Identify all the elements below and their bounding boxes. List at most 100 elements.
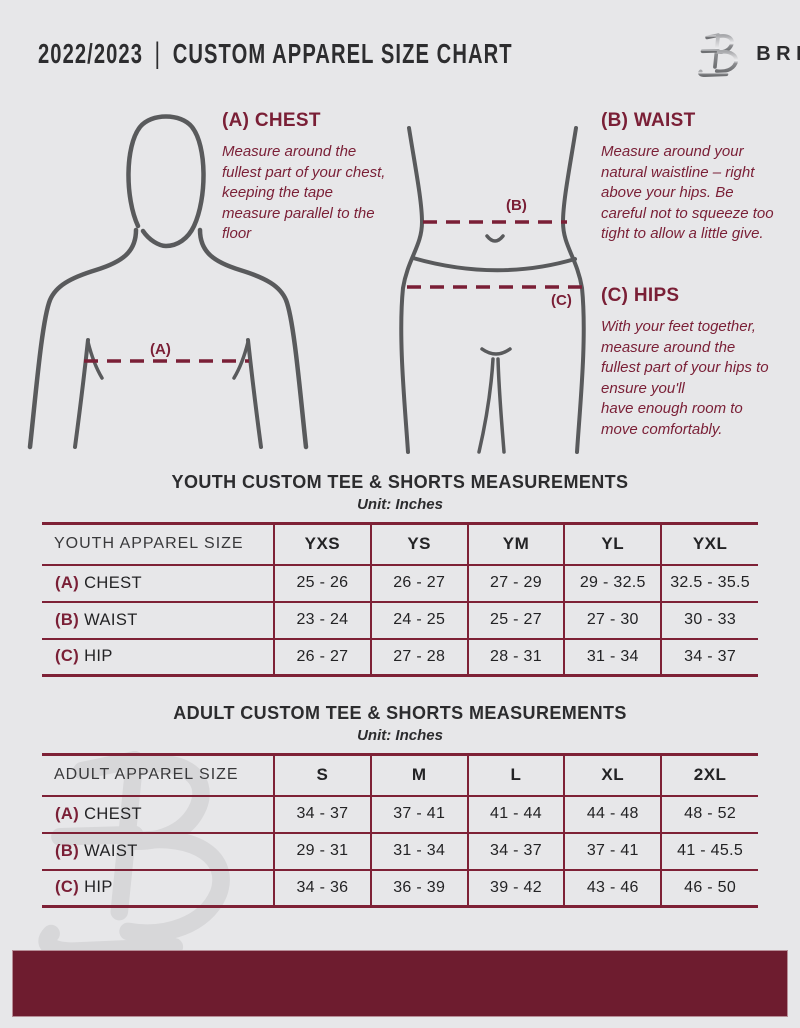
- figure-right-inner-arm: [246, 338, 263, 449]
- cell-value: 28 - 31: [466, 638, 565, 676]
- row-prefix: (A): [55, 573, 80, 592]
- cell-value: 43 - 46: [563, 869, 662, 907]
- figure-head: [126, 114, 206, 249]
- chest-instructions: (A) CHEST Measure around the fullest par…: [222, 110, 390, 245]
- row-name: CHEST: [84, 804, 143, 823]
- youth-measurements-section: YOUTH CUSTOM TEE & SHORTS MEASUREMENTS U…: [0, 472, 800, 677]
- row-name: HIP: [84, 878, 113, 897]
- cell-value: 37 - 41: [369, 795, 468, 833]
- row-prefix: (A): [55, 804, 80, 823]
- waist-instructions: (B) WAIST Measure around your natural wa…: [601, 110, 777, 245]
- adult-header-row: ADULT APPAREL SIZE S M L XL 2XL: [42, 754, 758, 796]
- row-label: (C) HIP: [42, 639, 274, 676]
- title-text: CUSTOM APPAREL SIZE CHART: [172, 38, 513, 69]
- table-row-waist: (B) WAIST 23 - 24 24 - 25 25 - 27 27 - 30…: [42, 601, 758, 639]
- column-header-apparel-size: ADULT APPAREL SIZE: [54, 766, 239, 784]
- row-label: (A) CHEST: [42, 796, 274, 833]
- youth-size-table: YOUTH APPAREL SIZE YXS YS YM YL YXL (A) C…: [42, 522, 758, 677]
- cell-value: 36 - 39: [369, 869, 468, 907]
- figure-left-side: [399, 126, 425, 454]
- table-row-chest: (A) CHEST 34 - 37 37 - 41 41 - 44 44 - 48…: [42, 795, 758, 833]
- cell-value: 29 - 31: [273, 832, 371, 870]
- column-header-size: S: [273, 754, 371, 796]
- column-header-size: 2XL: [660, 754, 758, 796]
- figure-right-side: [560, 126, 586, 454]
- cell-value: 26 - 27: [273, 638, 371, 676]
- watermark-lower-bowl: [119, 830, 230, 942]
- waist-instructions-body: Measure around your natural waistline – …: [601, 143, 774, 242]
- cell-value: 48 - 52: [660, 795, 758, 833]
- youth-section-title: YOUTH CUSTOM TEE & SHORTS MEASUREMENTS: [171, 472, 629, 492]
- cell-value: 41 - 44: [466, 795, 565, 833]
- cell-value: 37 - 41: [563, 832, 662, 870]
- chest-instructions-heading: (A) CHEST: [222, 110, 321, 131]
- table-row-hip: (C) HIP 26 - 27 27 - 28 28 - 31 31 - 34 3…: [42, 638, 758, 676]
- adult-unit-label: Unit: Inches: [357, 727, 443, 744]
- adult-size-table: ADULT APPAREL SIZE S M L XL 2XL (A) CHEST…: [42, 753, 758, 908]
- hips-mark-label: (C): [551, 292, 572, 309]
- table-row-chest: (A) CHEST 25 - 26 26 - 27 27 - 29 29 - 32…: [42, 564, 758, 602]
- cell-value: 32.5 - 35.5: [660, 564, 758, 602]
- cell-value: 34 - 36: [273, 869, 371, 907]
- waist-hips-figure-illustration: [399, 126, 586, 454]
- row-name: HIP: [84, 647, 113, 666]
- cell-value: 34 - 37: [466, 832, 565, 870]
- figure-left-shoulder-arm: [27, 227, 139, 450]
- column-header-apparel-size: YOUTH APPAREL SIZE: [54, 535, 244, 553]
- column-header-size: YXL: [660, 523, 758, 565]
- cell-value: 23 - 24: [273, 601, 371, 639]
- column-header-size: M: [369, 754, 468, 796]
- cell-value: 34 - 37: [273, 795, 371, 833]
- row-prefix: (B): [55, 610, 80, 629]
- row-name: CHEST: [84, 573, 143, 592]
- hips-instructions-heading: (C) HIPS: [601, 285, 680, 306]
- brand-name: BREAKAWAY: [756, 42, 800, 65]
- column-header-size: YS: [369, 523, 468, 565]
- row-prefix: (C): [55, 878, 80, 897]
- breakaway-b-watermark: [38, 751, 230, 960]
- table-row-hip: (C) HIP 34 - 36 36 - 39 39 - 42 43 - 46 4…: [42, 869, 758, 907]
- column-header-size: L: [466, 754, 565, 796]
- row-prefix: (C): [55, 647, 80, 666]
- figure-navel: [485, 234, 505, 243]
- cell-value: 27 - 30: [563, 601, 662, 639]
- row-label: (B) WAIST: [42, 602, 274, 639]
- figure-left-inner-arm: [73, 338, 90, 449]
- table-row-waist: (B) WAIST 29 - 31 31 - 34 34 - 37 37 - 41…: [42, 832, 758, 870]
- page-header: 2022/2023 | CUSTOM APPAREL SIZE CHART: [38, 28, 800, 80]
- cell-value: 26 - 27: [369, 564, 468, 602]
- column-header-size: YXS: [273, 523, 371, 565]
- chest-figure-illustration: [27, 114, 309, 450]
- figure-right-inner-leg: [496, 357, 506, 454]
- waist-instructions-heading: (B) WAIST: [601, 110, 696, 131]
- column-header-size: XL: [563, 754, 662, 796]
- row-label: (A) CHEST: [42, 565, 274, 602]
- figure-left-inner-leg: [477, 357, 495, 454]
- figure-right-shoulder-arm: [197, 227, 309, 450]
- brand-lockup: BREAKAWAY: [697, 29, 800, 79]
- youth-header-row: YOUTH APPAREL SIZE YXS YS YM YL YXL: [42, 523, 758, 565]
- hips-instructions: (C) HIPS With your feet together, measur…: [601, 285, 773, 440]
- cell-value: 31 - 34: [369, 832, 468, 870]
- figure-crotch-curve: [480, 347, 512, 356]
- row-name: WAIST: [84, 610, 138, 629]
- waist-mark-label: (B): [506, 197, 527, 214]
- season-label: 2022/2023: [38, 38, 144, 69]
- watermark-mid-swoosh: [51, 825, 144, 846]
- youth-unit-label: Unit: Inches: [357, 496, 443, 513]
- chest-mark-label: (A): [150, 341, 171, 358]
- cell-value: 31 - 34: [563, 638, 662, 676]
- adult-section-title: ADULT CUSTOM TEE & SHORTS MEASUREMENTS: [173, 703, 627, 723]
- row-name: WAIST: [84, 841, 138, 860]
- cell-value: 46 - 50: [660, 869, 758, 907]
- cell-value: 30 - 33: [660, 601, 758, 639]
- cell-value: 34 - 37: [660, 638, 758, 676]
- breakaway-b-logo-icon: [698, 33, 739, 78]
- column-header-size: YL: [563, 523, 662, 565]
- cell-value: 27 - 28: [369, 638, 468, 676]
- title-divider: |: [154, 37, 162, 70]
- figure-right-armpit-crease: [232, 340, 250, 380]
- cell-value: 27 - 29: [466, 564, 565, 602]
